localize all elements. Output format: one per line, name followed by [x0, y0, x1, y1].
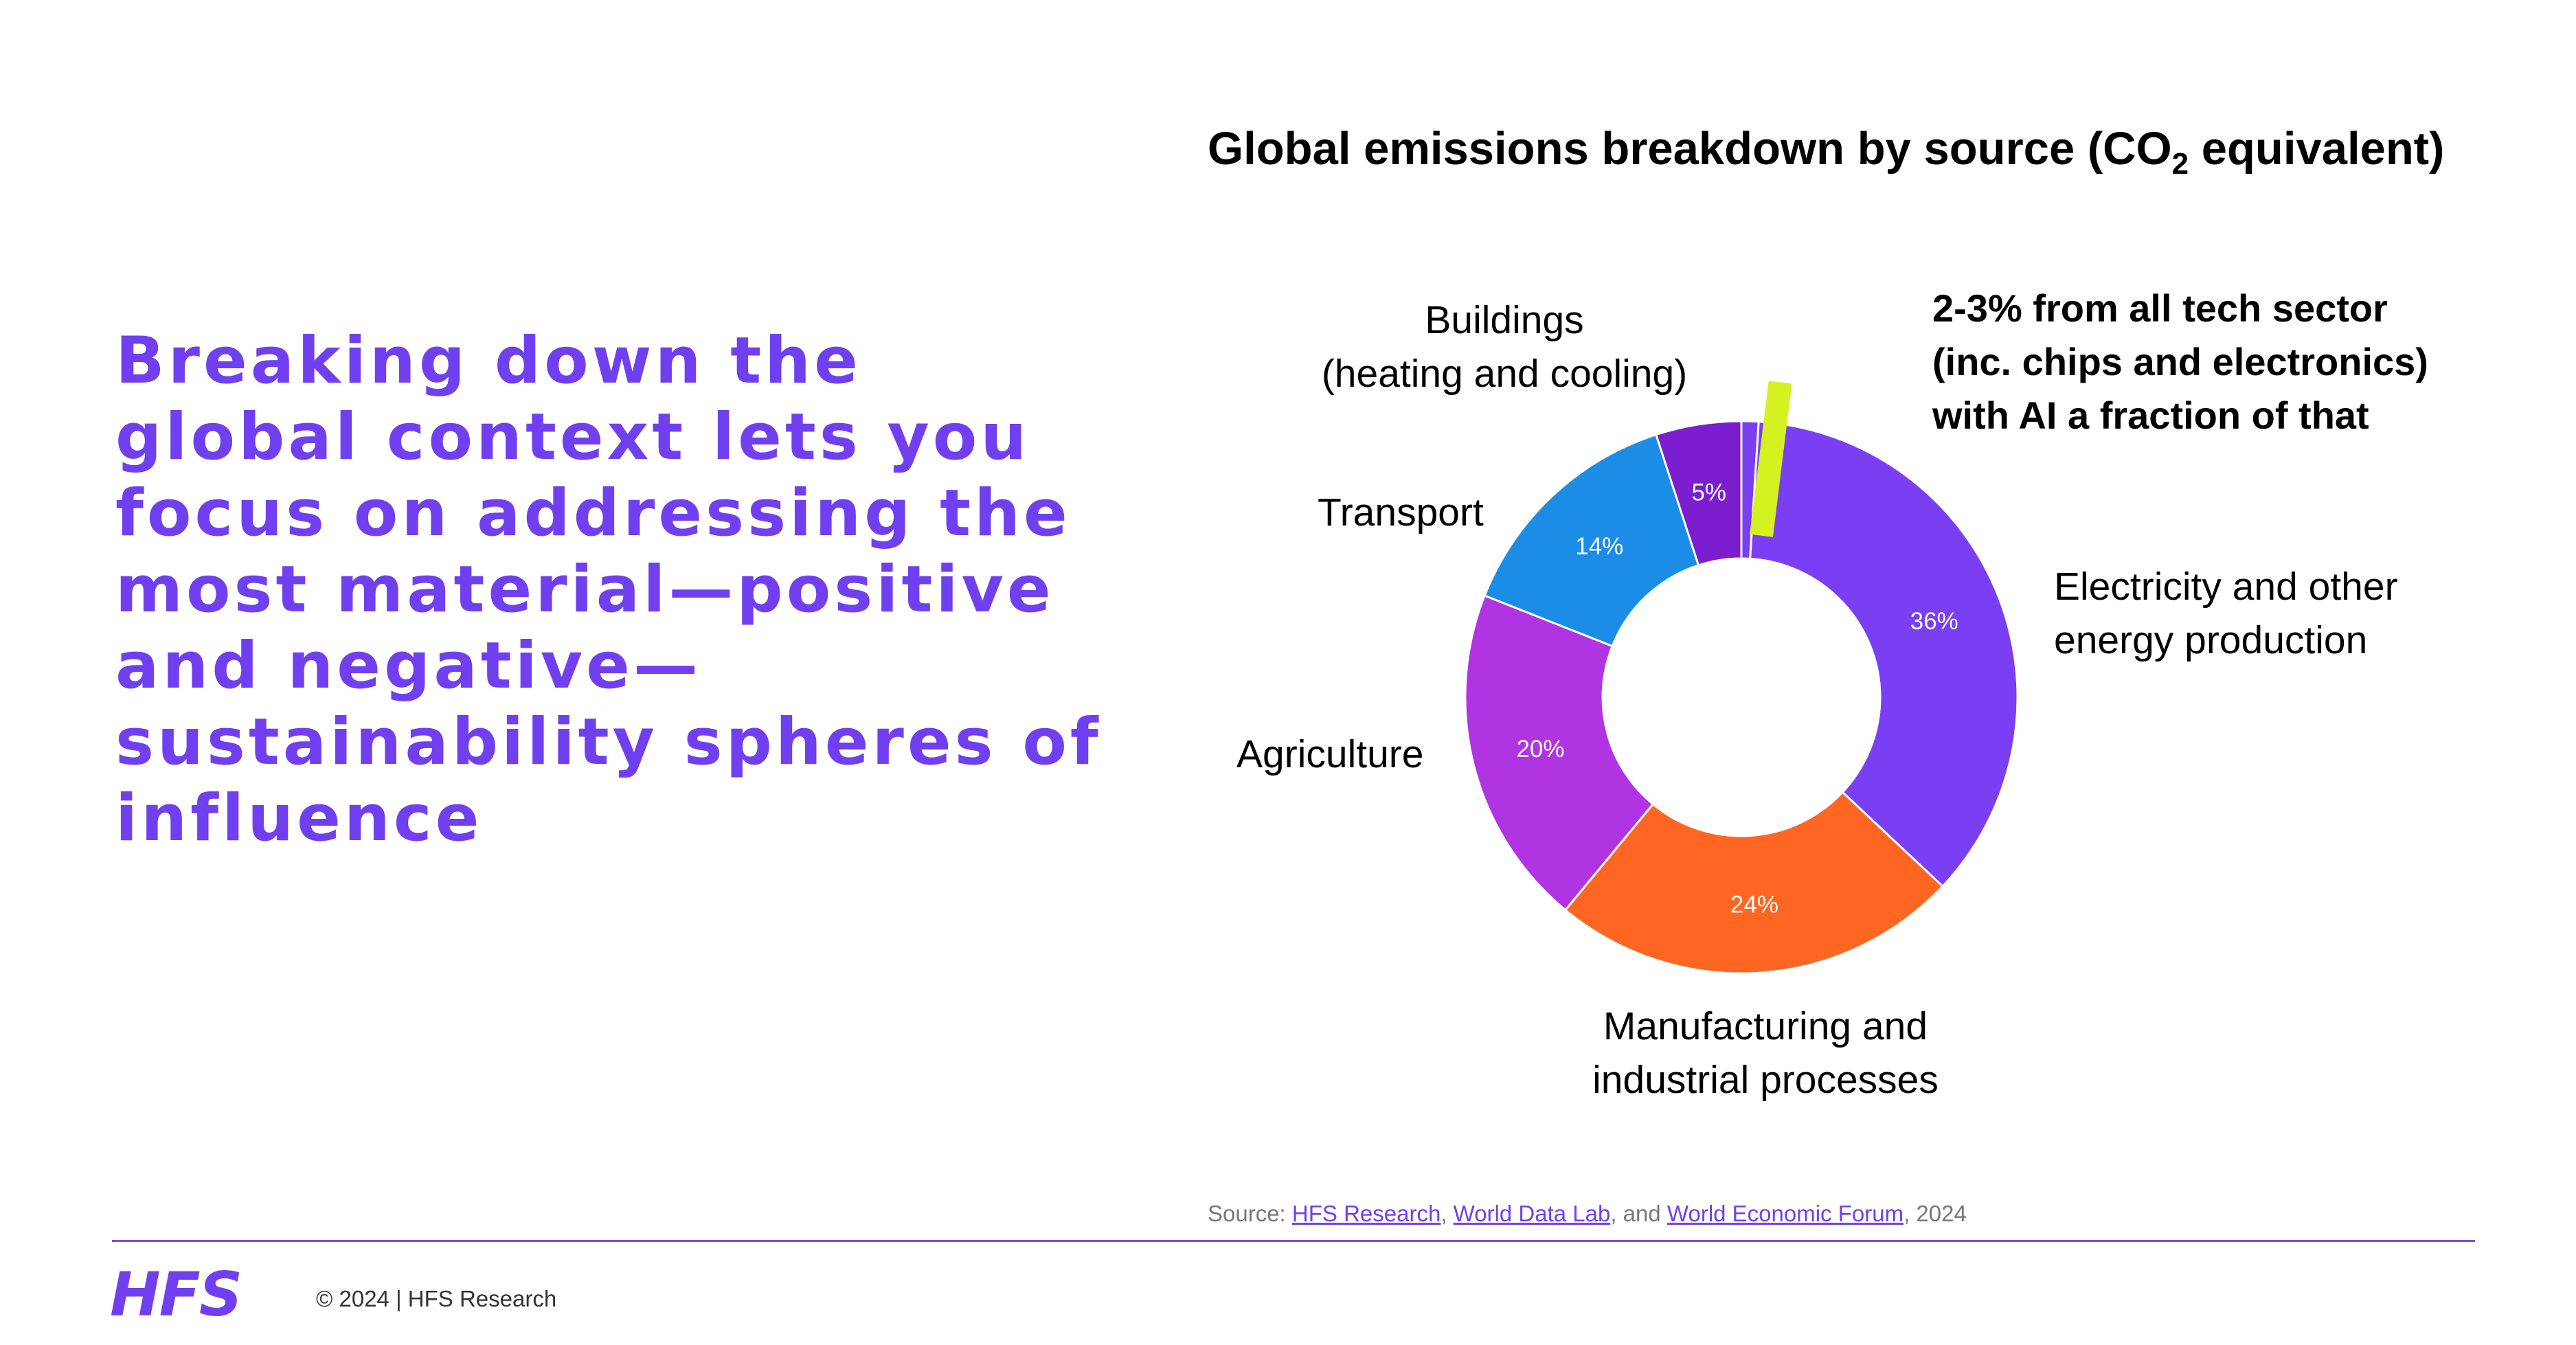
label-manufacturing-line2: industrial processes [1592, 1058, 1939, 1102]
tech-sector-marker [1750, 381, 1792, 537]
donut-slice-agriculture [1464, 594, 1655, 912]
hfs-logo: HFS [110, 1259, 242, 1330]
callout-line3: with AI a fraction of that [1932, 394, 2369, 437]
source-note: Source: HFS Research, World Data Lab, an… [1208, 1201, 1967, 1227]
source-sep1: , [1440, 1201, 1454, 1226]
label-buildings-line2: (heating and cooling) [1321, 352, 1688, 396]
value-label-manufacturing: 24% [1730, 891, 1778, 918]
source-link-wef[interactable]: World Economic Forum [1667, 1201, 1904, 1226]
source-link-wdl[interactable]: World Data Lab [1453, 1201, 1611, 1226]
value-label-transport: 14% [1575, 533, 1623, 560]
value-label-buildings: 5% [1691, 479, 1726, 506]
chart-title-main: Global emissions breakdown by source (CO [1208, 123, 2172, 174]
value-label-electricity: 36% [1910, 608, 1958, 635]
chart-title-end: equivalent) [2189, 123, 2445, 174]
label-transport: Transport [1318, 486, 1484, 539]
tech-sector-callout: 2-3% from all tech sector (inc. chips an… [1932, 282, 2551, 442]
donut-slice-manufacturing [1563, 791, 1945, 975]
source-prefix: Source: [1208, 1201, 1292, 1226]
callout-line2: (inc. chips and electronics) [1932, 340, 2428, 383]
label-manufacturing-line1: Manufacturing and [1603, 1004, 1928, 1048]
label-electricity-line2: energy production [2054, 618, 2368, 662]
donut-slice-transport [1483, 433, 1700, 648]
chart-title: Global emissions breakdown by source (CO… [1208, 122, 2513, 181]
source-suffix: , 2024 [1903, 1201, 1967, 1226]
label-manufacturing: Manufacturing and industrial processes [1587, 999, 1944, 1107]
label-buildings-line1: Buildings [1425, 298, 1584, 342]
footer-divider [112, 1240, 2475, 1242]
headline: Breaking down the global context lets yo… [115, 324, 1102, 856]
label-agriculture-line1: Agriculture [1236, 732, 1424, 776]
source-sep2: , and [1610, 1201, 1667, 1226]
donut-slice-electricity [1749, 420, 2019, 888]
label-transport-line1: Transport [1318, 490, 1484, 534]
label-electricity: Electricity and other energy production [2054, 560, 2398, 667]
value-label-agriculture: 20% [1516, 736, 1564, 762]
callout-line1: 2-3% from all tech sector [1932, 286, 2388, 330]
label-agriculture: Agriculture [1236, 727, 1423, 781]
label-buildings: Buildings (heating and cooling) [1312, 293, 1697, 400]
chart-title-subscript: 2 [2171, 147, 2189, 181]
donut-slice-buildings [1654, 420, 1743, 567]
label-electricity-line1: Electricity and other [2054, 565, 2398, 609]
source-link-hfs[interactable]: HFS Research [1291, 1201, 1441, 1226]
copyright: © 2024 | HFS Research [316, 1286, 557, 1311]
